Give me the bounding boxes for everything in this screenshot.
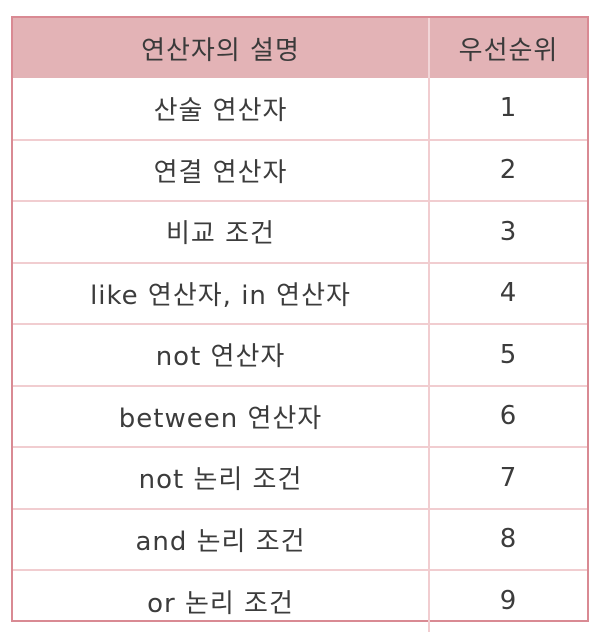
table-row: or 논리 조건 9 — [13, 569, 587, 632]
precedence-cell: 6 — [429, 384, 587, 447]
operator-description-cell: and 논리 조건 — [13, 507, 430, 570]
precedence-cell: 8 — [429, 507, 587, 570]
precedence-cell: 7 — [429, 446, 587, 509]
table-row: not 논리 조건 7 — [13, 446, 587, 509]
table-row: and 논리 조건 8 — [13, 507, 587, 570]
precedence-cell: 4 — [429, 261, 587, 324]
operator-description-cell: 연결 연산자 — [13, 138, 430, 201]
operator-description-cell: between 연산자 — [13, 384, 430, 447]
operator-description-cell: like 연산자, in 연산자 — [13, 261, 430, 324]
operator-precedence-table: 연산자의 설명 우선순위 산술 연산자 1 연결 연산자 2 비교 조건 3 l… — [13, 18, 587, 632]
precedence-cell: 3 — [429, 200, 587, 263]
precedence-cell: 9 — [429, 569, 587, 632]
operator-description-cell: 비교 조건 — [13, 200, 430, 263]
precedence-cell: 1 — [499, 93, 518, 124]
header-operator-description: 연산자의 설명 — [13, 18, 430, 78]
header-precedence: 우선순위 — [429, 18, 587, 78]
operator-description-cell: 산술 연산자 — [13, 78, 430, 140]
table-row: not 연산자 5 — [13, 323, 587, 386]
operator-description-cell: not 연산자 — [13, 323, 430, 386]
precedence-cell: 2 — [429, 138, 587, 201]
operator-description-cell: or 논리 조건 — [13, 569, 430, 632]
table-row: 비교 조건 3 — [13, 200, 587, 263]
precedence-cell: 5 — [429, 323, 587, 386]
table-row: 연결 연산자 2 — [13, 138, 587, 201]
operator-description-cell: not 논리 조건 — [13, 446, 430, 509]
operator-precedence-table-container: 연산자의 설명 우선순위 산술 연산자 1 연결 연산자 2 비교 조건 3 l… — [11, 16, 589, 632]
table-row: like 연산자, in 연산자 4 — [13, 261, 587, 324]
table-header-row: 연산자의 설명 우선순위 — [13, 18, 587, 78]
table-row: between 연산자 6 — [13, 384, 587, 447]
table-row: 산술 연산자 1 — [13, 78, 587, 140]
